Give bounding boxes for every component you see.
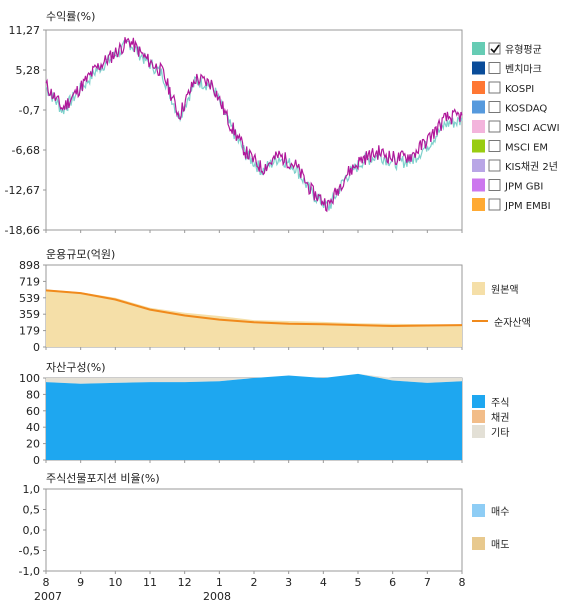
x-tick-label: 11 <box>143 576 157 589</box>
legend-label-6: KIS채권 2년 <box>505 161 558 173</box>
x-tick-label: 12 <box>178 576 192 589</box>
legend-mix-2-swatch <box>472 425 485 438</box>
legend-checkbox-5[interactable] <box>488 140 501 152</box>
legend-mix-2-label: 기타 <box>491 427 509 439</box>
x-tick-label: 10 <box>108 576 122 589</box>
legend-swatch-3 <box>472 100 485 114</box>
fut-ytick-label: 1,0 <box>23 483 41 496</box>
ret-ytick-label: -0,7 <box>19 104 40 117</box>
legend-swatch-4 <box>472 120 485 133</box>
aum-ytick-label: 0 <box>33 341 40 354</box>
x-tick-label: 2 <box>251 576 258 589</box>
legend-swatch-2 <box>472 81 485 94</box>
aum-principal-area <box>46 289 462 347</box>
asset-mix-title: 자산구성(%) <box>46 361 106 374</box>
aum-ytick-label: 359 <box>19 308 40 321</box>
ret-ytick-label: 5,28 <box>16 64 41 77</box>
aum-ytick-label: 898 <box>19 259 40 272</box>
legend-mix-1-label: 채권 <box>491 412 509 424</box>
x-tick-label: 4 <box>320 576 327 589</box>
legend-principal-label: 원본액 <box>491 284 519 296</box>
ret-ytick-label: -12,67 <box>5 184 40 197</box>
returns-title: 수익률(%) <box>46 10 95 23</box>
legend-swatch-8 <box>472 198 485 211</box>
legend-label-5: MSCI EM <box>505 143 548 154</box>
legend-label-1: 벤치마크 <box>505 64 542 76</box>
x-tick-label: 8 <box>459 576 466 589</box>
fut-ytick-label: -1,0 <box>19 565 40 578</box>
asset-mix-stock-area <box>46 373 462 460</box>
returns-band-line <box>45 39 463 211</box>
legend-net-asset-label: 순자산액 <box>494 317 531 329</box>
aum-net-asset-line <box>45 289 463 328</box>
mix-ytick-label: 60 <box>26 405 40 418</box>
legend-buy-swatch <box>472 504 485 517</box>
ret-ytick-label: -18,66 <box>5 224 40 237</box>
legend-swatch-7 <box>472 178 485 192</box>
legend-label-4: MSCI ACWI <box>505 123 560 134</box>
aum-ytick-label: 179 <box>19 325 40 338</box>
legend-checkbox-0[interactable] <box>488 42 501 55</box>
aum-title: 운용규모(억원) <box>46 248 115 261</box>
mix-ytick-label: 20 <box>26 438 40 451</box>
fut-ytick-label: 0,5 <box>23 504 41 517</box>
fut-ytick-label: 0,0 <box>23 524 41 537</box>
legend-checkbox-2[interactable] <box>488 81 501 94</box>
aum-ytick-label: 539 <box>19 292 40 305</box>
returns-line-average <box>45 37 463 213</box>
legend-swatch-1 <box>472 61 485 75</box>
legend-mix-0-swatch <box>472 395 485 408</box>
legend-label-8: JPM EMBI <box>504 201 551 212</box>
mix-ytick-label: 100 <box>19 372 40 385</box>
legend-label-3: KOSDAQ <box>505 104 547 115</box>
legend-checkbox-1[interactable] <box>488 62 501 74</box>
aum-ytick-label: 719 <box>19 275 40 288</box>
mix-ytick-label: 0 <box>33 454 40 467</box>
legend-checkbox-6[interactable] <box>488 159 501 172</box>
x-tick-label: 5 <box>355 576 362 589</box>
legend-swatch-6 <box>472 159 485 172</box>
legend-checkbox-8[interactable] <box>488 198 501 211</box>
legend-swatch-5 <box>472 139 485 153</box>
legend-label-2: KOSPI <box>505 84 534 95</box>
legend-sell-swatch <box>472 537 485 550</box>
legend-label-0: 유형평균 <box>505 44 542 56</box>
futures-plot-frame <box>45 488 463 572</box>
x-tick-label: 1 <box>216 576 223 589</box>
checkmark-icon <box>490 44 500 54</box>
legend-principal-swatch <box>472 282 485 295</box>
year-label: 2008 <box>203 590 231 603</box>
futures-title: 주식선물포지션 비율(%) <box>46 472 160 485</box>
asset-mix-other-area <box>46 373 462 384</box>
x-tick-label: 8 <box>43 576 50 589</box>
x-tick-label: 3 <box>285 576 292 589</box>
x-tick-label: 9 <box>77 576 84 589</box>
mix-ytick-label: 40 <box>26 421 40 434</box>
legend-checkbox-3[interactable] <box>488 101 501 113</box>
legend-mix-0-label: 주식 <box>491 397 509 409</box>
legend-sell-label: 매도 <box>491 539 509 551</box>
x-tick-label: 6 <box>389 576 396 589</box>
legend-checkbox-7[interactable] <box>488 179 501 191</box>
ret-ytick-label: -6,68 <box>12 144 40 157</box>
x-tick-label: 7 <box>424 576 431 589</box>
ret-ytick-label: 11,27 <box>9 24 41 37</box>
fut-ytick-label: -0,5 <box>19 545 40 558</box>
year-label: 2007 <box>34 590 62 603</box>
legend-mix-1-swatch <box>472 410 485 423</box>
legend-buy-label: 매수 <box>491 506 509 518</box>
mix-ytick-label: 80 <box>26 388 40 401</box>
legend-checkbox-4[interactable] <box>488 120 501 133</box>
legend-swatch-0 <box>472 42 485 55</box>
legend-label-7: JPM GBI <box>504 182 543 193</box>
